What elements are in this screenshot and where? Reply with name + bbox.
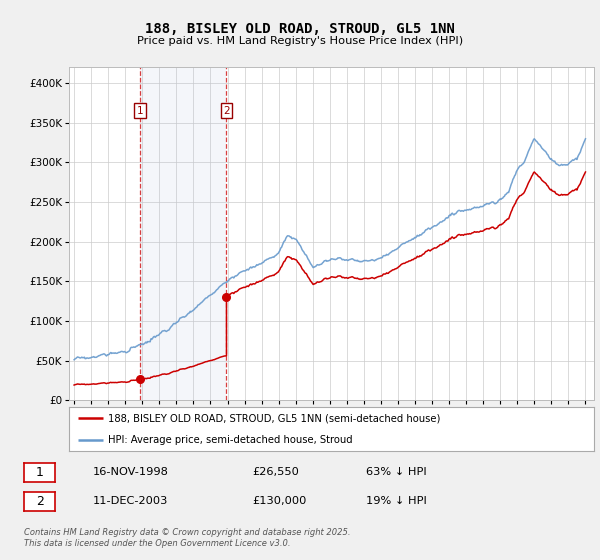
Text: Contains HM Land Registry data © Crown copyright and database right 2025.
This d: Contains HM Land Registry data © Crown c… bbox=[24, 528, 350, 548]
Text: 188, BISLEY OLD ROAD, STROUD, GL5 1NN (semi-detached house): 188, BISLEY OLD ROAD, STROUD, GL5 1NN (s… bbox=[109, 413, 441, 423]
Text: 16-NOV-1998: 16-NOV-1998 bbox=[93, 466, 169, 477]
Text: 19% ↓ HPI: 19% ↓ HPI bbox=[366, 496, 427, 506]
Bar bbox=[140, 67, 226, 400]
Text: 2: 2 bbox=[223, 105, 230, 115]
Text: 1: 1 bbox=[35, 465, 44, 479]
Text: Price paid vs. HM Land Registry's House Price Index (HPI): Price paid vs. HM Land Registry's House … bbox=[137, 36, 463, 46]
Text: £130,000: £130,000 bbox=[252, 496, 307, 506]
Text: £26,550: £26,550 bbox=[252, 466, 299, 477]
Text: 11-DEC-2003: 11-DEC-2003 bbox=[93, 496, 169, 506]
Text: 1: 1 bbox=[137, 105, 143, 115]
Text: 2: 2 bbox=[35, 495, 44, 508]
Text: 188, BISLEY OLD ROAD, STROUD, GL5 1NN: 188, BISLEY OLD ROAD, STROUD, GL5 1NN bbox=[145, 22, 455, 36]
Text: HPI: Average price, semi-detached house, Stroud: HPI: Average price, semi-detached house,… bbox=[109, 435, 353, 445]
Text: 63% ↓ HPI: 63% ↓ HPI bbox=[366, 466, 427, 477]
